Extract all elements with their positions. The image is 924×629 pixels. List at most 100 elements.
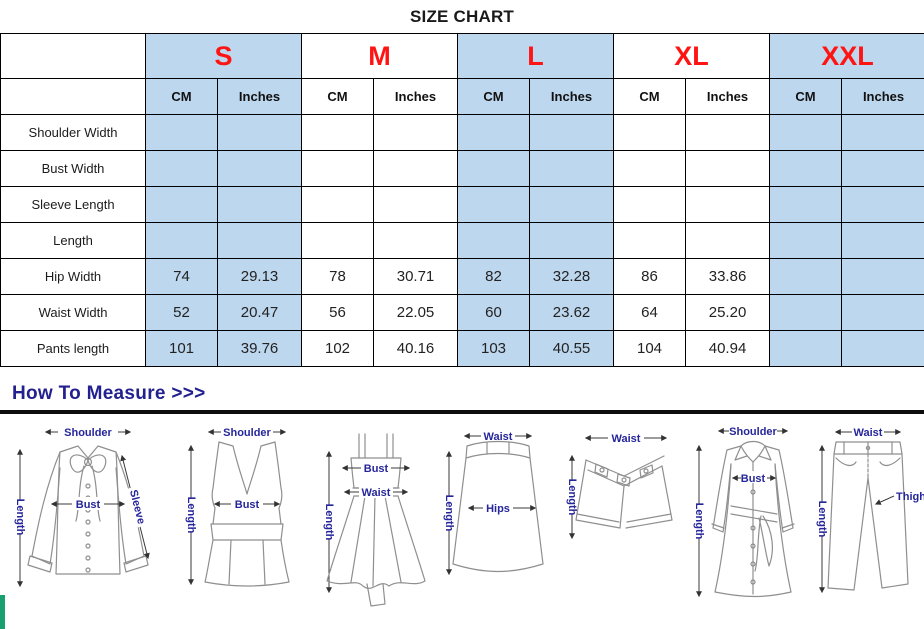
cell: 33.86 bbox=[685, 258, 771, 295]
cell bbox=[529, 222, 615, 259]
blouse-diagram: Shoulder Length Bust Sleeve bbox=[13, 425, 150, 588]
cell bbox=[373, 222, 459, 259]
shorts-diagram: Waist Length bbox=[565, 431, 673, 540]
cell bbox=[373, 150, 459, 187]
coat-length-label: Length bbox=[693, 503, 705, 540]
cell: 39.76 bbox=[216, 330, 303, 367]
cell bbox=[373, 186, 459, 223]
cell bbox=[373, 114, 459, 151]
size-header-m: M bbox=[301, 33, 459, 79]
cell bbox=[457, 114, 531, 151]
cell: 82 bbox=[457, 258, 531, 295]
dress-diagram: Length Bust Waist bbox=[322, 433, 426, 607]
cell: 101 bbox=[145, 330, 218, 367]
cell: 29.13 bbox=[216, 258, 303, 295]
corner-cell bbox=[0, 78, 146, 115]
cell: 32.28 bbox=[529, 258, 615, 295]
cell: 74 bbox=[145, 258, 218, 295]
cell bbox=[685, 114, 771, 151]
cell: 40.94 bbox=[685, 330, 771, 367]
cell bbox=[769, 114, 843, 151]
cell: 40.55 bbox=[529, 330, 615, 367]
cell bbox=[216, 114, 303, 151]
size-header-xxl: XXL bbox=[769, 33, 924, 79]
section-divider bbox=[0, 410, 924, 414]
unit-header: CM bbox=[613, 78, 687, 115]
coat-shoulder-label: Shoulder bbox=[729, 426, 777, 438]
cell: 86 bbox=[613, 258, 687, 295]
cell bbox=[613, 222, 687, 259]
cell bbox=[613, 150, 687, 187]
cell: 23.62 bbox=[529, 294, 615, 331]
unit-header: Inches bbox=[529, 78, 615, 115]
how-to-measure-heading: How To Measure >>> bbox=[12, 383, 206, 404]
cell bbox=[769, 150, 843, 187]
dress-bust-label: Bust bbox=[364, 463, 389, 475]
row-label: Hip Width bbox=[0, 258, 146, 295]
tank-length-label: Length bbox=[185, 497, 197, 534]
cell: 30.71 bbox=[373, 258, 459, 295]
cell bbox=[685, 186, 771, 223]
cell bbox=[145, 186, 218, 223]
table-row-sleeve-length: Sleeve Length bbox=[0, 186, 924, 223]
cell bbox=[529, 114, 615, 151]
table-row-shoulder-width: Shoulder Width bbox=[0, 114, 924, 151]
cell bbox=[841, 114, 924, 151]
cell bbox=[769, 186, 843, 223]
cell bbox=[769, 294, 843, 331]
cell bbox=[841, 150, 924, 187]
shorts-waist-label: Waist bbox=[612, 433, 641, 445]
cell bbox=[841, 294, 924, 331]
cell bbox=[216, 222, 303, 259]
cell bbox=[145, 114, 218, 151]
cell bbox=[301, 186, 375, 223]
unit-header: CM bbox=[457, 78, 531, 115]
tank-shoulder-label: Shoulder bbox=[223, 427, 271, 439]
skirt-waist-label: Waist bbox=[484, 431, 513, 443]
size-chart-table: S M L XL XXL CM Inches CM Inches CM Inch… bbox=[0, 33, 924, 367]
pants-length-label: Length bbox=[816, 501, 828, 538]
size-header-row: S M L XL XXL bbox=[0, 33, 924, 79]
unit-header-row: CM Inches CM Inches CM Inches CM Inches … bbox=[0, 78, 924, 115]
table-row-bust-width: Bust Width bbox=[0, 150, 924, 187]
row-label: Waist Width bbox=[0, 294, 146, 331]
cell: 104 bbox=[613, 330, 687, 367]
cell bbox=[216, 150, 303, 187]
unit-header: CM bbox=[145, 78, 218, 115]
pants-thigh-label: Thigh bbox=[896, 491, 924, 503]
blouse-bust-label: Bust bbox=[76, 499, 101, 511]
cell bbox=[841, 186, 924, 223]
table-row-pants-length: Pants length 101 39.76 102 40.16 103 40.… bbox=[0, 330, 924, 367]
cell bbox=[301, 150, 375, 187]
cell bbox=[457, 150, 531, 187]
row-label: Length bbox=[0, 222, 146, 259]
unit-header: CM bbox=[769, 78, 843, 115]
cell bbox=[457, 222, 531, 259]
coat-diagram: Shoulder Length Bust bbox=[692, 424, 795, 598]
cell bbox=[529, 186, 615, 223]
unit-header: Inches bbox=[685, 78, 771, 115]
row-label: Shoulder Width bbox=[0, 114, 146, 151]
cell: 22.05 bbox=[373, 294, 459, 331]
cell: 102 bbox=[301, 330, 375, 367]
table-row-length: Length bbox=[0, 222, 924, 259]
cell: 56 bbox=[301, 294, 375, 331]
cell: 25.20 bbox=[685, 294, 771, 331]
cell bbox=[769, 330, 843, 367]
cell bbox=[841, 222, 924, 259]
measure-figures-row: Shoulder Length Bust Sleeve Shoulder Len… bbox=[0, 416, 924, 624]
row-label: Bust Width bbox=[0, 150, 146, 187]
shorts-length-label: Length bbox=[566, 479, 578, 516]
size-header-s: S bbox=[144, 33, 303, 79]
cell bbox=[301, 114, 375, 151]
tank-bust-label: Bust bbox=[235, 499, 260, 511]
cell: 52 bbox=[145, 294, 218, 331]
size-header-xl: XL bbox=[613, 33, 771, 79]
cell bbox=[685, 222, 771, 259]
row-label: Pants length bbox=[0, 330, 146, 367]
cell bbox=[769, 258, 843, 295]
dress-waist-label: Waist bbox=[362, 487, 391, 499]
cell bbox=[613, 186, 687, 223]
green-edge-bar bbox=[0, 595, 5, 629]
cell: 103 bbox=[457, 330, 531, 367]
